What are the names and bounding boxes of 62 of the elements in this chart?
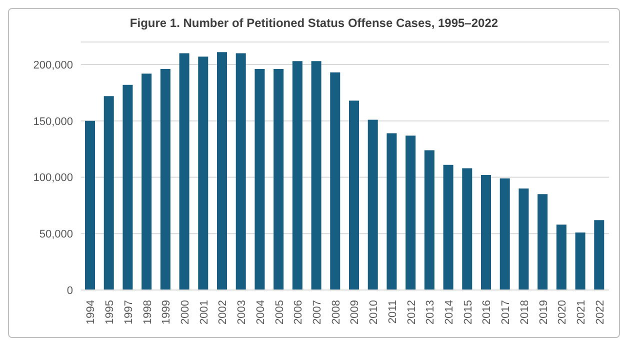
bar <box>85 120 95 290</box>
bar <box>406 136 416 290</box>
x-tick-label: 2002 <box>217 300 230 324</box>
bar <box>594 220 604 290</box>
x-tick-label: 1997 <box>122 300 135 324</box>
bar <box>443 164 454 290</box>
x-tick-label: 2020 <box>556 300 569 324</box>
x-tick-label: 1998 <box>142 300 154 324</box>
x-tick-label: 2018 <box>518 300 531 324</box>
x-tick-label: 2010 <box>368 300 380 324</box>
y-tick-label: 200,000 <box>33 59 73 72</box>
bar <box>386 133 397 290</box>
bar <box>424 150 434 290</box>
x-tick-label: 1995 <box>104 300 116 324</box>
x-tick-label: 2022 <box>594 300 606 324</box>
x-tick-label: 2000 <box>180 300 192 324</box>
x-tick-label: 2013 <box>424 300 437 324</box>
bar <box>254 69 265 290</box>
bar <box>500 178 510 290</box>
x-tick-label: 2019 <box>538 300 550 324</box>
x-tick-label: 2003 <box>236 300 248 324</box>
bar <box>462 168 472 290</box>
y-tick-label: 100,000 <box>33 172 73 184</box>
x-tick-label: 2005 <box>274 300 286 324</box>
bar <box>368 120 378 290</box>
chart-title: Figure 1. Number of Petitioned Status Offense Cases, 1995–2022 <box>128 15 500 30</box>
x-tick-label: 2012 <box>406 300 418 324</box>
x-tick-label: 2004 <box>254 300 267 324</box>
x-tick-label: 2011 <box>386 300 399 324</box>
x-tick-label: 2016 <box>481 300 494 324</box>
x-tick-label: 2006 <box>292 300 305 324</box>
x-tick-label: 2009 <box>349 300 362 324</box>
bar <box>122 84 133 290</box>
x-tick-label: 2014 <box>444 300 456 324</box>
bar <box>311 61 322 290</box>
bar <box>556 224 566 290</box>
bar <box>481 175 491 290</box>
x-tick-label: 2008 <box>330 300 342 324</box>
bar <box>198 56 208 290</box>
x-tick-label: 2015 <box>462 300 474 324</box>
y-tick-label: 50,000 <box>39 228 73 241</box>
x-tick-label: 1999 <box>160 300 173 324</box>
bar <box>142 74 152 290</box>
bar <box>236 53 246 290</box>
x-tick-label: 2007 <box>312 300 324 324</box>
x-tick-label: 2017 <box>500 300 512 324</box>
bar <box>292 61 302 290</box>
bar <box>217 52 227 290</box>
x-tick-label: 1994 <box>85 300 98 324</box>
x-tick-label: 2021 <box>576 300 588 324</box>
bar <box>349 100 359 290</box>
bar <box>160 69 170 290</box>
bar <box>104 96 114 290</box>
x-tick-label: 2001 <box>198 300 210 324</box>
bar <box>179 53 190 290</box>
bar <box>538 194 548 290</box>
y-tick-label: 150,000 <box>33 116 73 128</box>
bar <box>575 232 586 290</box>
y-tick-label: 0 <box>66 284 73 297</box>
bar <box>274 69 284 290</box>
bar <box>330 72 340 290</box>
bar <box>518 188 529 290</box>
